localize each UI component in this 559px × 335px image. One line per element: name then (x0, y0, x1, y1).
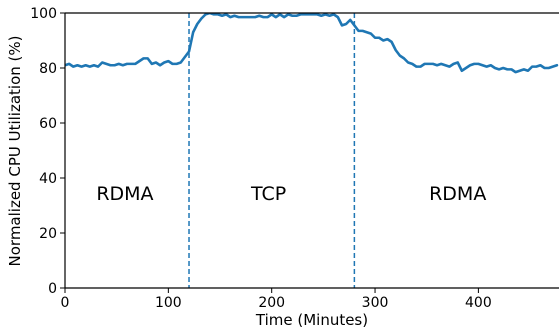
x-tick-label-4: 400 (465, 295, 492, 311)
plot-area: RDMA TCP RDMA (65, 13, 559, 288)
axes: 0 100 200 300 400 0 20 40 60 80 100 (30, 6, 559, 311)
x-tick-label-2: 200 (258, 295, 285, 311)
y-tick-label-4: 80 (39, 61, 57, 77)
region-label-2: RDMA (429, 183, 486, 205)
x-tick-label-3: 300 (362, 295, 389, 311)
x-tick-label-0: 0 (61, 295, 70, 311)
y-axis-label: Normalized CPU Utilization (%) (6, 36, 24, 267)
y-tick-label-5: 100 (30, 6, 57, 22)
region-label-1: TCP (250, 183, 286, 205)
x-axis-label: Time (Minutes) (255, 311, 368, 329)
y-tick-label-1: 20 (39, 226, 57, 242)
x-tick-label-1: 100 (155, 295, 182, 311)
region-label-0: RDMA (96, 183, 153, 205)
y-tick-label-3: 60 (39, 116, 57, 132)
series-line-0 (65, 13, 559, 74)
y-tick-label-2: 40 (39, 171, 57, 187)
y-tick-label-0: 0 (48, 281, 57, 297)
